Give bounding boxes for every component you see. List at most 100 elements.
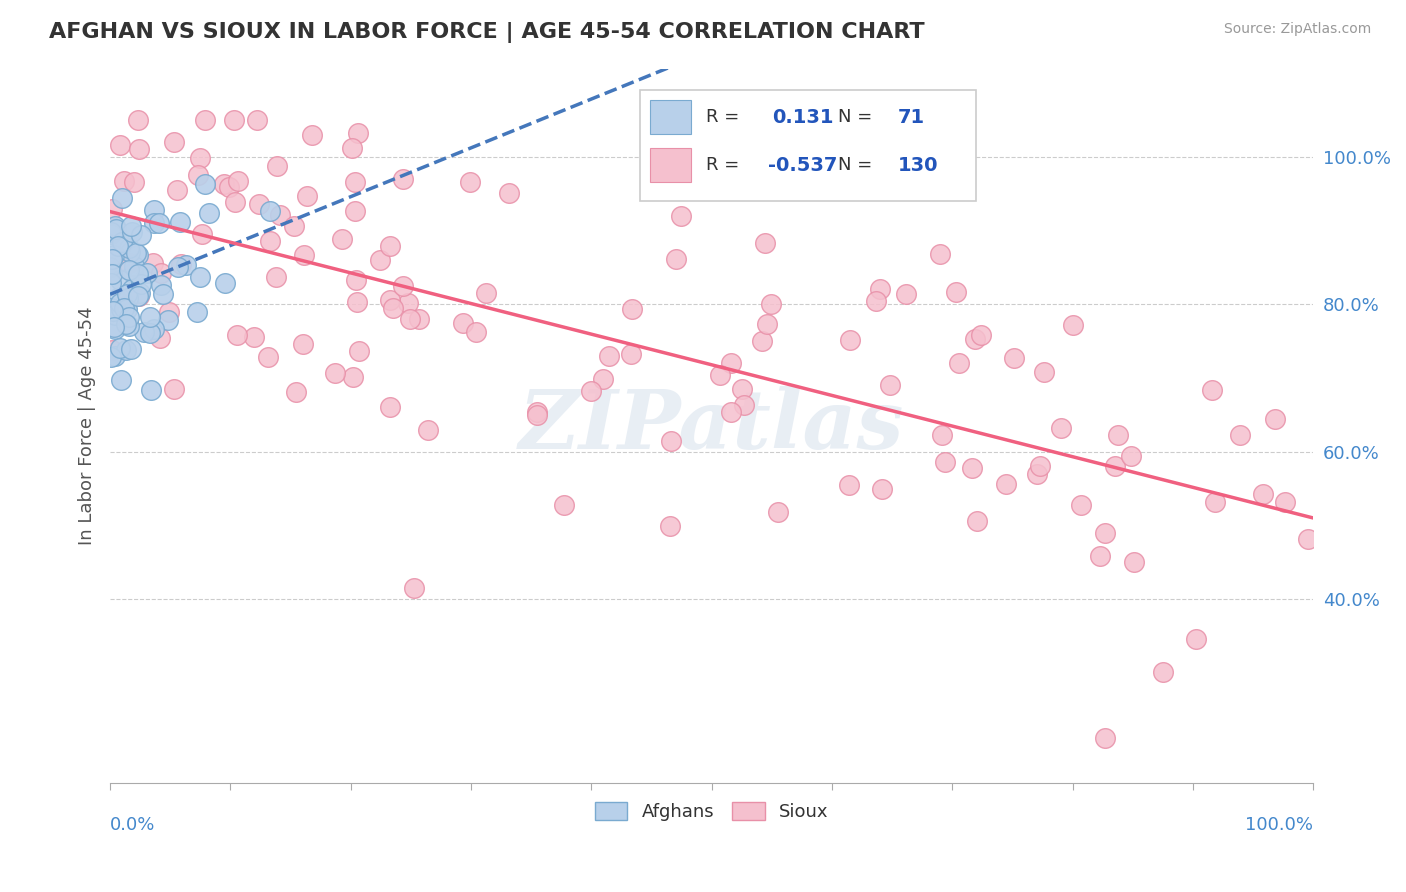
Point (103, 248, 125, 262)
Point (257, 350, 280, 364)
Point (112, 174, 135, 188)
Point (105, 222, 128, 236)
Point (392, 172, 415, 186)
Point (526, 405, 548, 419)
Point (124, 260, 146, 274)
Point (269, 208, 291, 222)
Text: N =: N = (838, 156, 877, 174)
Point (163, 382, 186, 396)
Point (838, 478, 860, 492)
Point (129, 277, 152, 292)
Point (122, 175, 145, 189)
Point (127, 267, 149, 281)
Point (115, 287, 138, 301)
Point (756, 317, 779, 331)
Point (344, 204, 367, 219)
Point (879, 377, 901, 392)
Point (190, 269, 212, 284)
Point (330, 232, 353, 246)
Point (1033, 365, 1056, 379)
Point (665, 252, 688, 266)
Point (128, 289, 150, 303)
FancyBboxPatch shape (640, 90, 976, 201)
Text: Source: ZipAtlas.com: Source: ZipAtlas.com (1223, 22, 1371, 37)
Point (101, 343, 124, 357)
Point (121, 282, 143, 296)
Point (166, 182, 188, 196)
Text: 100.0%: 100.0% (1246, 815, 1313, 834)
Point (114, 343, 136, 357)
Point (1088, 549, 1111, 563)
Point (592, 372, 614, 386)
Point (117, 291, 139, 305)
Point (108, 273, 131, 287)
Point (340, 141, 363, 155)
Point (966, 514, 988, 528)
Point (970, 328, 993, 343)
Point (870, 482, 893, 496)
Point (115, 302, 138, 317)
Point (125, 246, 148, 260)
Point (212, 178, 235, 192)
Point (214, 277, 236, 291)
Point (451, 316, 474, 330)
Point (720, 405, 742, 419)
Point (111, 191, 134, 205)
Point (101, 202, 124, 216)
Text: 71: 71 (898, 108, 925, 127)
Point (226, 328, 249, 343)
Point (759, 297, 782, 311)
Point (118, 263, 141, 277)
Point (142, 202, 165, 217)
Point (108, 137, 131, 152)
Point (894, 287, 917, 301)
Point (382, 301, 405, 316)
Point (1119, 450, 1142, 464)
Point (1062, 318, 1084, 333)
Point (118, 241, 141, 255)
Text: N =: N = (838, 108, 877, 126)
Point (170, 257, 193, 271)
Point (347, 343, 370, 358)
Point (152, 286, 174, 301)
Point (416, 423, 439, 437)
Point (100, 225, 122, 239)
Point (100, 227, 122, 241)
Point (1094, 526, 1116, 541)
Point (751, 334, 773, 348)
Point (163, 135, 186, 149)
Point (1104, 459, 1126, 474)
Point (370, 252, 392, 267)
Point (121, 225, 143, 239)
Point (1296, 533, 1319, 547)
Point (167, 260, 190, 274)
Point (128, 143, 150, 157)
Point (118, 310, 141, 324)
Y-axis label: In Labor Force | Age 45-54: In Labor Force | Age 45-54 (79, 307, 96, 545)
Point (1002, 351, 1025, 365)
Point (104, 219, 127, 234)
Point (526, 409, 548, 423)
Point (344, 273, 367, 287)
Point (498, 186, 520, 201)
Point (659, 519, 682, 533)
Point (1264, 411, 1286, 425)
Text: R =: R = (706, 108, 745, 126)
Point (730, 382, 752, 396)
Point (120, 244, 142, 259)
Point (464, 325, 486, 339)
Point (108, 341, 131, 355)
Point (120, 342, 142, 356)
Point (127, 113, 149, 128)
Point (242, 329, 264, 343)
Point (149, 267, 172, 281)
Point (139, 310, 162, 324)
Point (378, 293, 401, 307)
Text: ZIPatlas: ZIPatlas (519, 386, 904, 466)
Point (1028, 459, 1050, 474)
Point (995, 477, 1018, 491)
Point (1025, 467, 1047, 481)
Point (378, 400, 401, 414)
Point (127, 288, 149, 302)
Point (156, 313, 179, 327)
